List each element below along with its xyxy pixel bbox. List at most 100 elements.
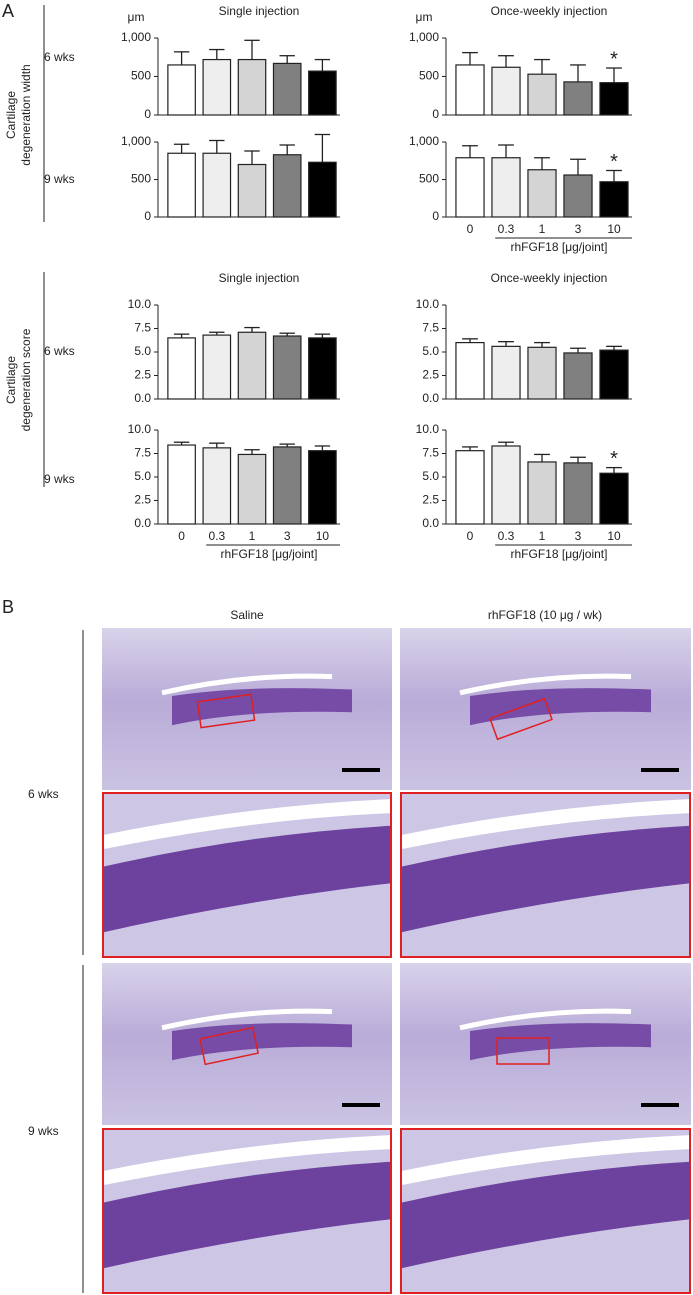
y-tick-label: 10.0 — [416, 422, 440, 436]
bar — [527, 73, 557, 116]
chart-title: Single injection — [219, 4, 300, 18]
x-axis-label: rhFGF18 [μg/joint] — [511, 240, 608, 254]
cleft — [399, 799, 691, 850]
bar — [563, 174, 593, 218]
y-tick-label: 0.0 — [422, 516, 439, 530]
y-tick-label: 0 — [144, 107, 151, 121]
y-tick-label: 5.0 — [134, 469, 151, 483]
bar — [527, 346, 557, 400]
chart-title: Single injection — [219, 271, 300, 285]
row-label: 9 wks — [44, 172, 75, 186]
bar — [308, 450, 337, 525]
significance-mark: * — [610, 151, 618, 173]
y-tick-label: 500 — [419, 69, 439, 83]
x-tick-label: 0 — [467, 222, 474, 236]
bar — [237, 453, 267, 525]
bar — [167, 337, 196, 400]
joint-space — [459, 673, 632, 696]
group-label: Cartilage — [4, 91, 18, 139]
row-label: 6 wks — [44, 50, 75, 64]
x-tick-label: 1 — [249, 529, 256, 543]
y-tick-label: 5.0 — [422, 344, 439, 358]
cartilage-band — [172, 688, 352, 726]
y-tick-label: 5.0 — [134, 344, 151, 358]
y-tick-label: 0 — [432, 209, 439, 223]
y-tick-label: 1,000 — [409, 30, 439, 44]
bar — [272, 335, 302, 400]
zoom-border — [102, 792, 392, 958]
bar — [272, 154, 302, 218]
cartilage-layer — [103, 1161, 391, 1269]
y-tick-label: 10.0 — [128, 297, 152, 311]
bar — [599, 181, 629, 218]
y-tick-label: 7.5 — [422, 446, 439, 460]
y-tick-label: 500 — [131, 69, 151, 83]
y-tick-label: 2.5 — [134, 368, 151, 382]
y-tick-label: 0 — [144, 209, 151, 223]
row-label: 6 wks — [44, 344, 75, 358]
y-tick-label: 7.5 — [134, 321, 151, 335]
y-tick-label: 0.0 — [422, 391, 439, 405]
y-tick-label: 500 — [419, 172, 439, 186]
y-tick-label: 7.5 — [422, 321, 439, 335]
bar — [308, 337, 337, 400]
row-label: 9 wks — [28, 1124, 59, 1138]
joint-space — [161, 673, 333, 696]
bar — [491, 157, 521, 218]
y-tick-label: 5.0 — [422, 469, 439, 483]
cleft — [101, 799, 392, 850]
y-tick-label: 2.5 — [422, 368, 439, 382]
bar — [599, 349, 629, 400]
significance-mark: * — [610, 48, 618, 70]
bar — [491, 66, 521, 116]
scale-bar — [641, 1103, 679, 1107]
chart-title: Once-weekly injection — [491, 4, 608, 18]
bar — [272, 446, 302, 525]
y-tick-label: 500 — [131, 172, 151, 186]
panel-label: A — [2, 1, 14, 21]
scale-bar — [342, 1103, 380, 1107]
y-tick-label: 1,000 — [121, 30, 151, 44]
y-tick-label: 1,000 — [121, 134, 151, 148]
x-tick-label: 1 — [539, 222, 546, 236]
cartilage-layer — [401, 1161, 690, 1269]
bar — [167, 64, 196, 116]
bar — [527, 169, 557, 218]
x-tick-label: 3 — [575, 222, 582, 236]
x-tick-label: 10 — [607, 529, 621, 543]
inset-box — [489, 697, 553, 741]
bar — [237, 163, 267, 218]
bar — [167, 152, 196, 218]
x-tick-label: 3 — [284, 529, 291, 543]
cartilage-band — [470, 688, 651, 726]
y-tick-label: 10.0 — [128, 422, 152, 436]
x-tick-label: 0 — [178, 529, 185, 543]
bar — [202, 152, 232, 218]
bar — [202, 334, 232, 400]
group-label: degeneration score — [19, 328, 33, 431]
column-label: rhFGF18 (10 μg / wk) — [488, 608, 602, 622]
x-axis-label: rhFGF18 [μg/joint] — [511, 547, 608, 561]
zoom-border — [400, 792, 691, 958]
x-tick-label: 0 — [467, 529, 474, 543]
panel-label: B — [2, 597, 14, 617]
y-tick-label: 0.0 — [134, 516, 151, 530]
x-tick-label: 10 — [607, 222, 621, 236]
group-label: degeneration width — [19, 64, 33, 165]
bar — [599, 472, 629, 525]
zoom-border — [102, 1128, 392, 1294]
cartilage-layer — [401, 825, 690, 933]
inset-box — [196, 693, 256, 729]
cartilage-band — [172, 1023, 352, 1061]
scale-bar — [342, 768, 380, 772]
zoom-border — [400, 1128, 691, 1294]
x-tick-label: 3 — [575, 529, 582, 543]
x-tick-label: 0.3 — [498, 529, 515, 543]
cartilage-band — [470, 1023, 651, 1061]
bar — [599, 82, 629, 116]
bar — [491, 445, 521, 525]
bar — [167, 444, 196, 525]
joint-space — [161, 1008, 333, 1031]
chart-title: Once-weekly injection — [491, 271, 608, 285]
bar — [563, 81, 593, 116]
